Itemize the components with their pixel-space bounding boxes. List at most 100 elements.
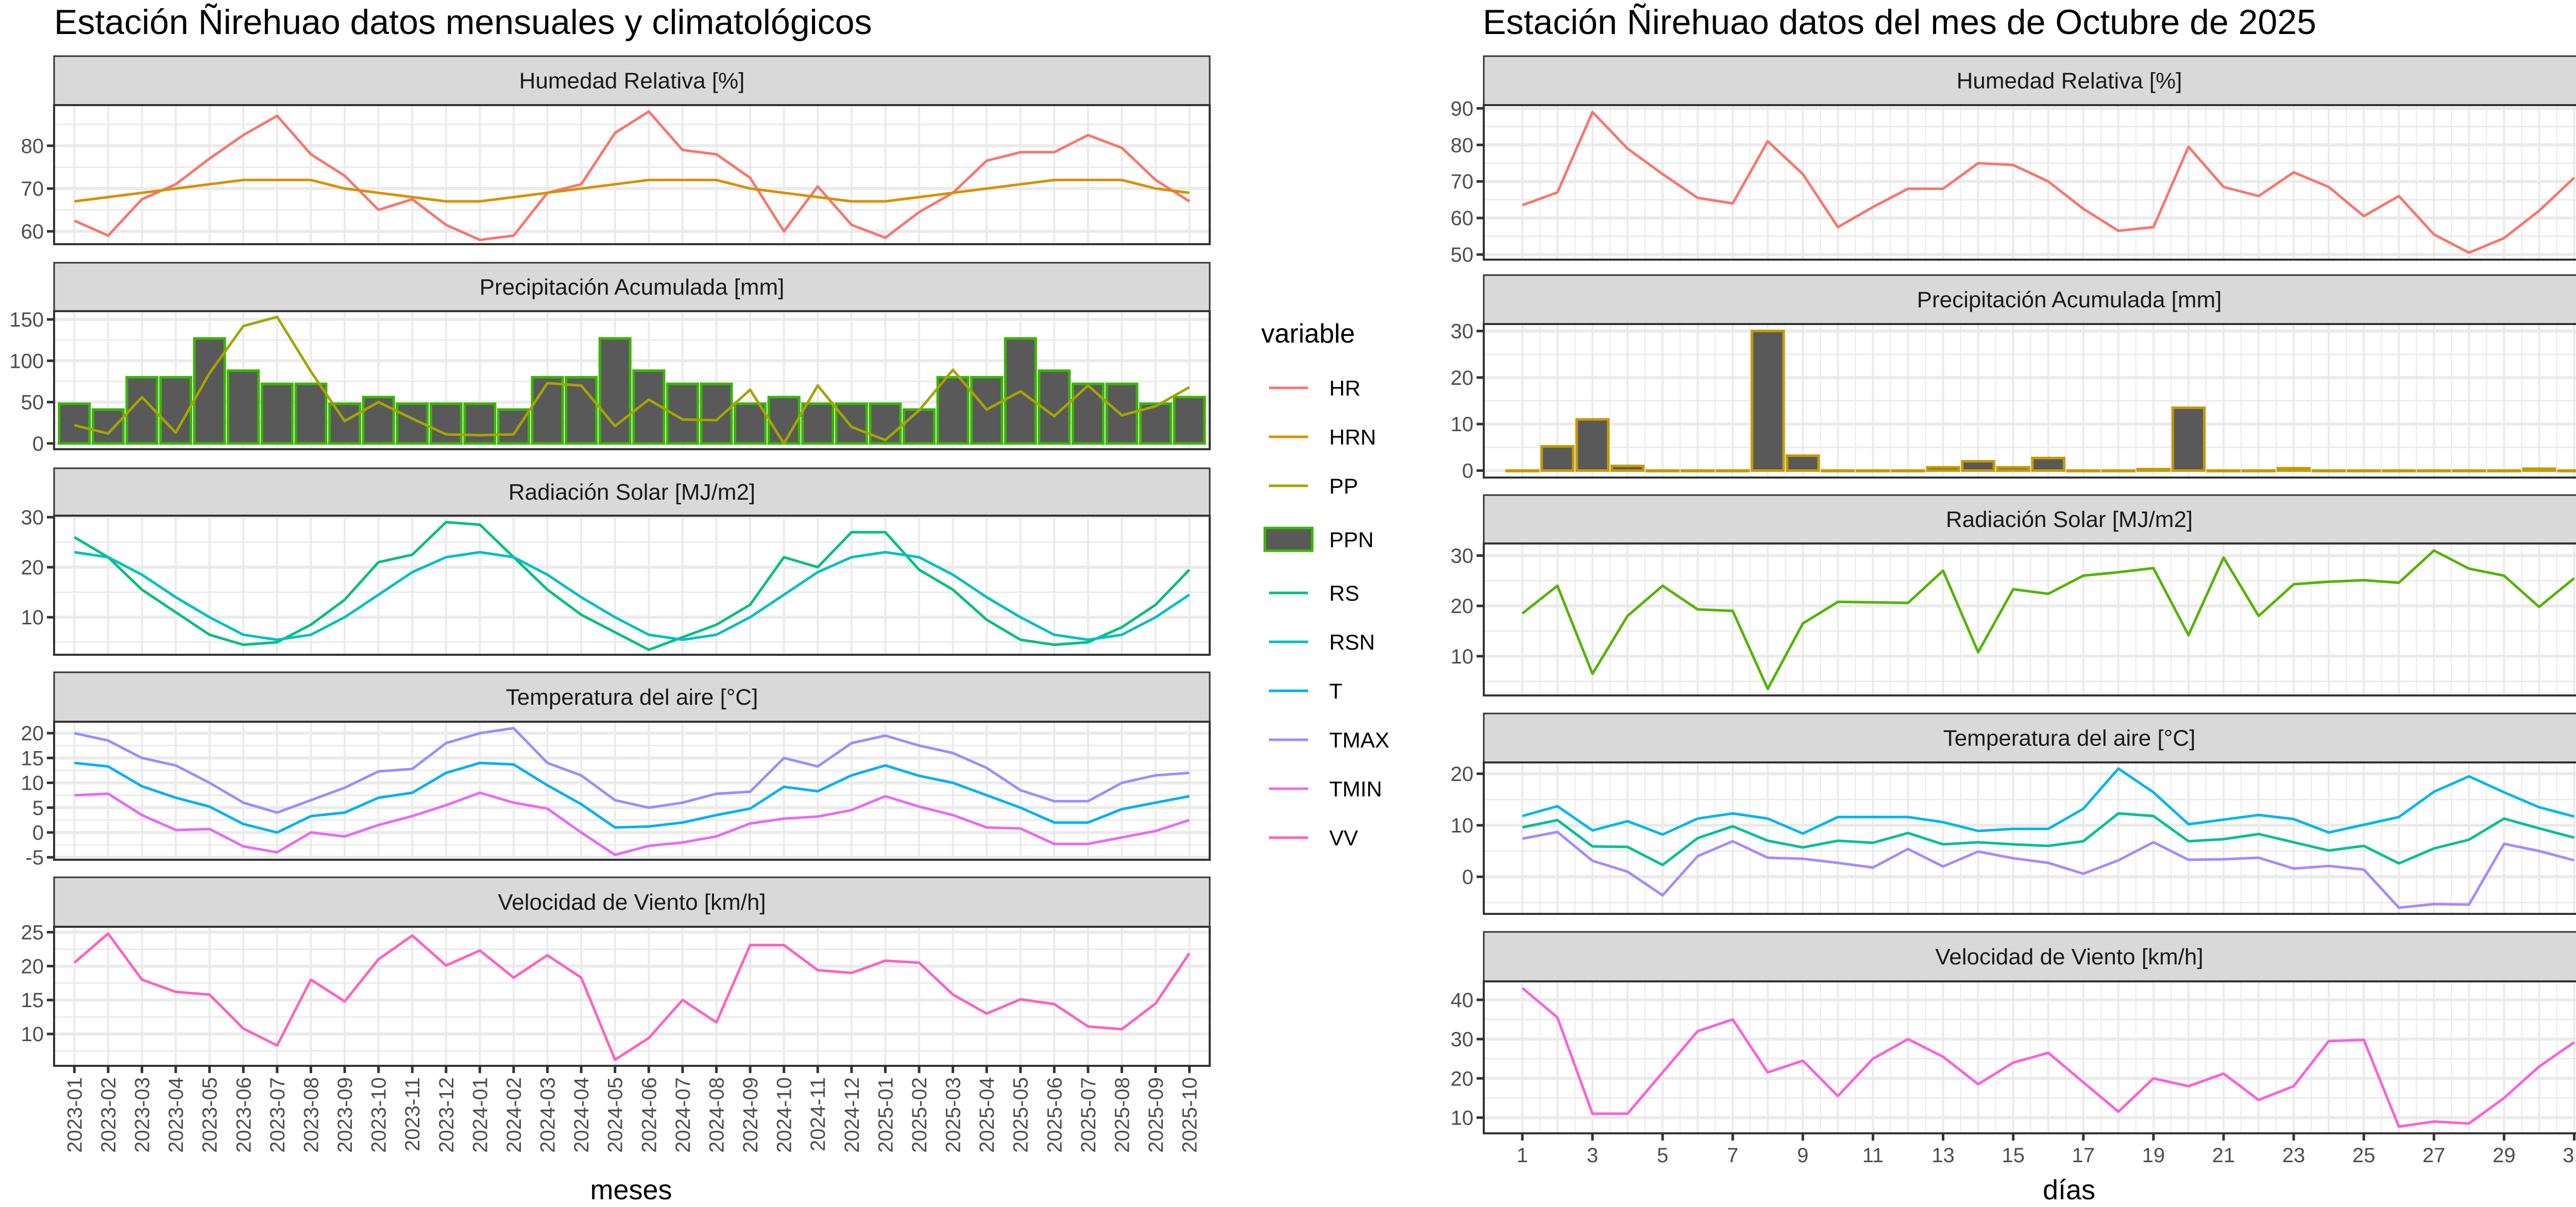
y-tick-label: 20 [21,955,44,978]
x-tick-label: 2023-09 [334,1077,357,1153]
x-tick-label: 25 [2352,1144,2376,1167]
y-tick-label: 0 [32,822,44,844]
x-tick-label: 2023-11 [401,1077,424,1151]
bar-PP [1997,467,2029,470]
x-axis-title-daily: días [2043,1175,2095,1204]
bar-PP [1541,446,1573,470]
y-tick-label: 50 [1451,244,1474,266]
y-tick-label: 25 [21,922,44,944]
chart-daily: Humedad Relativa [%]5060708090Precipitac… [1451,56,2576,1167]
x-tick-label: 2023-05 [199,1077,222,1153]
x-tick-label: 1 [1517,1144,1528,1167]
bar-PP [1927,467,1959,470]
y-tick-label: 0 [1462,460,1473,482]
x-tick-label: 2024-01 [469,1077,492,1153]
bar-PP [2523,469,2555,471]
bar-PP [1647,470,1678,471]
x-tick-label: 2024-12 [841,1077,863,1153]
x-tick-label: 31 [2563,1144,2576,1167]
bar-PPN [836,404,867,444]
bar-PP [2208,470,2239,471]
legend-title-monthly: variable [1261,319,1355,349]
facet-strip-label: Humedad Relativa [%] [1957,69,2182,94]
x-tick-label: 2025-02 [908,1077,931,1153]
x-tick-label: 5 [1657,1144,1668,1167]
chart-marks: Humedad Relativa [%]607080Precipitación … [9,56,2576,1167]
bar-PP [1822,470,1854,471]
bar-PP [2313,470,2344,471]
x-tick-label: 13 [1931,1144,1955,1167]
x-tick-label: 27 [2422,1144,2446,1167]
legend-label-RSN: RSN [1329,630,1375,654]
x-tick-label: 2025-05 [1010,1077,1032,1153]
y-tick-label: 20 [1451,595,1474,618]
bar-PP [1962,461,1994,470]
y-tick-label: -5 [25,846,44,869]
bar-PP [2067,470,2099,471]
x-tick-label: 2024-03 [537,1077,560,1153]
bar-PPN [532,377,563,443]
bar-PPN [803,404,833,444]
legend-label-VV: VV [1329,826,1358,850]
bar-PP [2488,470,2520,471]
legend-label-TMIN: TMIN [1329,777,1382,801]
x-tick-label: 15 [2002,1144,2025,1167]
y-tick-label: 30 [21,506,44,529]
y-tick-label: 0 [32,433,44,455]
bar-PP [1787,456,1819,471]
x-tick-label: 2023-08 [300,1077,323,1153]
legend-label-PPN: PPN [1329,528,1374,552]
facet-strip-label: Humedad Relativa [%] [519,69,745,94]
y-tick-label: 20 [1451,763,1474,786]
bar-PP [2453,470,2485,471]
bar-PPN [93,410,123,444]
x-tick-label: 2024-06 [638,1077,660,1153]
bar-PP [1717,470,1749,471]
legend-label-PP: PP [1329,474,1358,498]
facet-strip-label: Radiación Solar [MJ/m2] [1946,507,2193,532]
y-tick-label: 30 [1451,545,1474,567]
legend-key-PPN [1265,528,1312,551]
x-tick-label: 2024-10 [773,1077,796,1153]
bar-PPN [262,384,292,444]
y-tick-label: 20 [1451,367,1474,389]
x-tick-label: 2024-08 [705,1077,728,1153]
y-tick-label: 15 [21,989,44,1012]
y-tick-label: 10 [1451,1107,1474,1130]
panel-background [54,105,1210,244]
x-axis-title-monthly: meses [590,1175,672,1204]
y-tick-label: 150 [9,309,44,331]
y-tick-label: 10 [21,772,44,795]
legend-label-RS: RS [1329,581,1359,605]
y-tick-label: 80 [1451,134,1474,157]
y-tick-label: 70 [21,178,44,200]
x-tick-label: 2024-09 [739,1077,762,1153]
y-tick-label: 50 [21,392,44,414]
bar-PP [1682,470,1714,471]
y-tick-label: 15 [21,747,44,770]
bar-PP [2278,468,2309,471]
panel-background [54,516,1210,655]
bar-PP [2348,470,2380,471]
bar-PPN [769,397,799,444]
legend-label-HRN: HRN [1329,425,1376,449]
facet-strip-label: Temperatura del aire [°C] [506,685,758,710]
y-tick-label: 10 [1451,814,1474,837]
x-tick-label: 2023-12 [435,1077,458,1153]
facet-strip-label: Velocidad de Viento [km/h] [498,890,766,915]
panel-background [1484,762,2576,914]
bar-PPN [498,410,529,444]
bar-PPN [1174,397,1205,444]
bar-PP [1577,419,1608,470]
x-tick-label: 2024-07 [672,1077,694,1153]
x-tick-label: 29 [2493,1144,2516,1167]
bar-PPN [938,377,968,443]
x-tick-label: 11 [1862,1144,1884,1167]
panel-background [54,927,1210,1066]
